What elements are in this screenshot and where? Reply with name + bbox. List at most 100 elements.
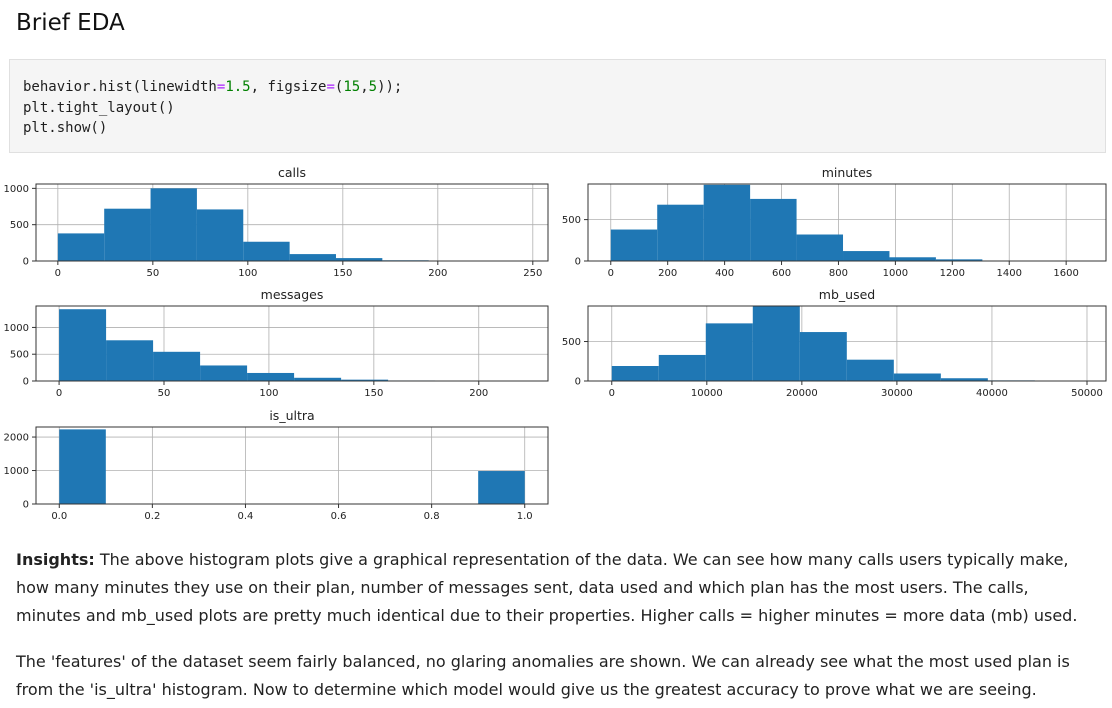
x-tick-label: 30000 bbox=[881, 388, 913, 399]
x-tick-label: 800 bbox=[829, 268, 848, 279]
x-tick-label: 0 bbox=[609, 388, 615, 399]
histogram-mb_used: 0 10000 20000 30000 40000 50000 0 500 mb_used bbox=[562, 287, 1107, 399]
code-line-3: plt.show() bbox=[23, 120, 108, 136]
x-tick-label: 600 bbox=[772, 268, 791, 279]
x-tick-label: 200 bbox=[658, 268, 677, 279]
histogram-bar bbox=[703, 184, 751, 261]
histogram-bar bbox=[59, 309, 107, 381]
plot-frame bbox=[35, 305, 549, 382]
histogram-bar bbox=[104, 208, 151, 261]
histogram-bar bbox=[610, 229, 658, 261]
y-tick-label: 1000 bbox=[4, 466, 29, 477]
x-tick-label: 20000 bbox=[786, 388, 818, 399]
plot-frame bbox=[35, 183, 549, 262]
histogram-bar bbox=[889, 257, 936, 261]
histogram-bar bbox=[658, 354, 706, 381]
x-tick-label: 40000 bbox=[976, 388, 1008, 399]
histogram-bar bbox=[335, 258, 383, 261]
histogram-bar bbox=[799, 332, 847, 381]
x-tick-label: 10000 bbox=[691, 388, 723, 399]
histogram-minutes: 0 200 400 600 800 1000 1200 1400 1600 0 500 minutes bbox=[562, 165, 1107, 279]
y-tick-label: 500 bbox=[10, 350, 29, 361]
y-tick-label: 1000 bbox=[4, 184, 29, 195]
histogram-bar bbox=[940, 378, 988, 381]
histogram-messages: 0 50 100 150 200 0 500 1000 messages bbox=[4, 287, 549, 399]
x-tick-label: 150 bbox=[364, 388, 383, 399]
histogram-bar bbox=[893, 373, 941, 381]
histogram-bar bbox=[57, 233, 105, 261]
insights-label: Insights: bbox=[16, 550, 95, 569]
histogram-bar bbox=[289, 254, 336, 261]
histogram-bar bbox=[59, 429, 106, 504]
x-tick-label: 0.0 bbox=[51, 511, 67, 522]
histogram-bar bbox=[611, 366, 659, 381]
chart-title: messages bbox=[261, 287, 324, 302]
y-tick-label: 2000 bbox=[4, 433, 29, 444]
chart-title: is_ultra bbox=[269, 408, 314, 423]
x-tick-label: 0.6 bbox=[331, 511, 347, 522]
histogram-bar bbox=[846, 359, 894, 381]
page-title: Brief EDA bbox=[16, 10, 125, 36]
histogram-bar bbox=[341, 379, 389, 381]
histogram-bar bbox=[843, 251, 890, 261]
x-tick-label: 400 bbox=[715, 268, 734, 279]
y-tick-label: 1000 bbox=[4, 323, 29, 334]
plot-frame bbox=[587, 305, 1107, 382]
plot-frame bbox=[35, 426, 549, 505]
histogram-bar bbox=[750, 198, 797, 261]
histogram-bar bbox=[478, 471, 525, 504]
insights-text: The above histogram plots give a graphic… bbox=[16, 550, 1078, 625]
x-tick-label: 100 bbox=[259, 388, 278, 399]
code-block: behavior.hist(linewidth=1.5, figsize=(15… bbox=[23, 77, 402, 139]
x-tick-label: 0.2 bbox=[144, 511, 160, 522]
histogram-bar bbox=[153, 351, 201, 381]
x-tick-label: 100 bbox=[238, 268, 257, 279]
histogram-is_ultra: 0.0 0.2 0.4 0.6 0.8 1.0 0 1000 2000 is_ultra bbox=[4, 408, 549, 522]
histogram-bar bbox=[200, 365, 248, 381]
histogram-bar bbox=[243, 241, 290, 261]
code-line-1: behavior.hist(linewidth=1.5, figsize=(15… bbox=[23, 79, 403, 95]
x-tick-label: 0.4 bbox=[238, 511, 254, 522]
x-tick-label: 1000 bbox=[883, 268, 908, 279]
y-tick-label: 0 bbox=[23, 500, 29, 511]
histogram-bar bbox=[657, 204, 704, 261]
y-tick-label: 500 bbox=[562, 215, 581, 226]
x-tick-label: 1.0 bbox=[517, 511, 533, 522]
y-tick-label: 500 bbox=[562, 337, 581, 348]
x-tick-label: 1200 bbox=[940, 268, 965, 279]
x-tick-label: 150 bbox=[333, 268, 352, 279]
x-tick-label: 1400 bbox=[997, 268, 1022, 279]
chart-title: minutes bbox=[822, 165, 873, 180]
x-tick-label: 50 bbox=[146, 268, 159, 279]
x-tick-label: 50 bbox=[158, 388, 171, 399]
chart-title: mb_used bbox=[819, 287, 875, 302]
x-tick-label: 0 bbox=[55, 268, 61, 279]
histogram-bar bbox=[106, 340, 154, 381]
histogram-bar bbox=[705, 323, 753, 381]
insights-paragraph-2: The 'features' of the dataset seem fairl… bbox=[16, 652, 1070, 699]
insights-paragraph: Insights: The above histogram plots give… bbox=[16, 546, 1086, 630]
histogram-bar bbox=[294, 377, 342, 381]
x-tick-label: 200 bbox=[469, 388, 488, 399]
histogram-bar bbox=[796, 234, 844, 261]
code-cell[interactable]: behavior.hist(linewidth=1.5, figsize=(15… bbox=[9, 59, 1106, 153]
x-tick-label: 50000 bbox=[1071, 388, 1103, 399]
histogram-calls: 0 50 100 150 200 250 0 500 1000 calls bbox=[4, 165, 549, 279]
x-tick-label: 0.8 bbox=[424, 511, 440, 522]
plot-frame bbox=[587, 183, 1107, 262]
x-tick-label: 200 bbox=[428, 268, 447, 279]
y-tick-label: 0 bbox=[23, 377, 29, 388]
histogram-bar bbox=[752, 306, 800, 381]
y-tick-label: 0 bbox=[23, 257, 29, 268]
x-tick-label: 1600 bbox=[1053, 268, 1078, 279]
x-tick-label: 250 bbox=[523, 268, 542, 279]
histogram-bar bbox=[196, 209, 244, 261]
x-tick-label: 0 bbox=[608, 268, 614, 279]
histogram-bar bbox=[935, 259, 983, 261]
histogram-bar bbox=[150, 188, 197, 261]
y-tick-label: 0 bbox=[575, 377, 581, 388]
histogram-bar bbox=[247, 372, 295, 381]
y-tick-label: 500 bbox=[10, 220, 29, 231]
chart-title: calls bbox=[278, 165, 306, 180]
